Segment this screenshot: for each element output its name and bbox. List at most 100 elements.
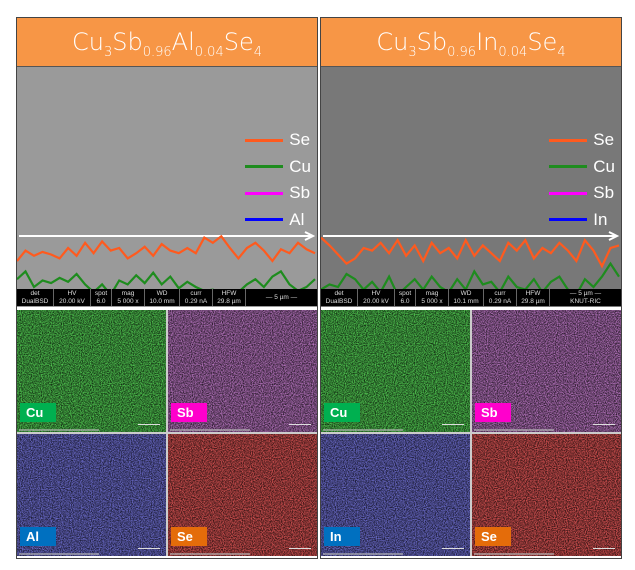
scan-line-arrow	[323, 231, 620, 241]
info-value: 10.1 mm	[453, 297, 479, 305]
map-info-text	[19, 553, 99, 555]
sem-image: Se Cu Sb In	[320, 67, 621, 351]
element-label: Se	[171, 527, 207, 546]
legend: Se Cu Sb Al	[245, 127, 311, 233]
legend-label: Cu	[289, 156, 311, 176]
info-value: 20.00 kV	[363, 297, 389, 305]
eds-map-se: Se	[472, 434, 621, 556]
info-value: 20.00 kV	[59, 297, 85, 305]
eds-map-sb: Sb	[472, 310, 621, 432]
info-header: WD	[460, 289, 472, 297]
info-header: HFW	[221, 289, 237, 297]
legend: Se Cu Sb In	[549, 127, 615, 233]
info-cell: spot 6.0	[91, 289, 112, 306]
element-label: Cu	[20, 403, 56, 422]
eds-maps: Cu Sb In Se	[321, 310, 621, 556]
scan-line-arrow	[19, 231, 316, 241]
info-cell: HFW 29.8 µm	[213, 289, 246, 306]
title-element: Se	[223, 28, 254, 56]
eds-map-texture	[321, 310, 470, 432]
title-subscript: 3	[408, 45, 417, 60]
scale-bar-label: — 5 µm —	[265, 293, 298, 301]
map-info-text	[19, 429, 99, 431]
info-header: WD	[156, 289, 168, 297]
title-subscript: 0.04	[194, 45, 224, 60]
eds-map-sb: Sb	[168, 310, 317, 432]
element-label: Cu	[324, 403, 360, 422]
title-element: Cu	[376, 28, 409, 56]
sem-info-bar: det DualBSD HV 20.00 kV spot 6.0 mag 5 000 x WD 1…	[17, 289, 317, 306]
legend-swatch	[549, 218, 588, 222]
legend-label: Se	[289, 130, 311, 150]
info-cell: HFW 29.8 µm	[517, 289, 550, 306]
legend-label: Se	[593, 130, 615, 150]
eds-map-cu: Cu	[321, 310, 470, 432]
element-label: In	[324, 527, 360, 546]
legend-label: In	[593, 209, 608, 229]
legend-entry: Se	[245, 127, 311, 154]
legend-label: Sb	[289, 183, 311, 203]
info-value: 5 000 x	[117, 297, 139, 305]
element-label: Al	[20, 527, 56, 546]
info-header: HV	[67, 289, 77, 297]
map-info-text	[170, 553, 250, 555]
info-cell: HV 20.00 kV	[358, 289, 395, 306]
title-subscript: 3	[103, 45, 113, 60]
legend-entry: Sb	[245, 180, 311, 207]
title-subscript: 0.96	[142, 45, 172, 60]
scale-cell: — 5 µm —	[246, 289, 317, 306]
sample-panel-0: Cu3Sb0.96Al0.04Se4 Se Cu Sb Al det DualBSD HV 20…	[16, 17, 318, 559]
sem-info-bar: det DualBSD HV 20.00 kV spot 6.0 mag 5 000 x WD 1…	[321, 289, 621, 306]
info-cell: curr 0.29 nA	[484, 289, 517, 306]
legend-entry: Cu	[245, 154, 311, 181]
info-header: mag	[121, 289, 135, 297]
info-header: mag	[425, 289, 439, 297]
eds-map-al: Al	[17, 434, 166, 556]
map-info-text	[474, 429, 554, 431]
legend-swatch	[245, 165, 284, 169]
info-cell: HV 20.00 kV	[54, 289, 91, 306]
scale-bar	[593, 424, 615, 425]
legend-swatch	[245, 138, 284, 142]
sample-panel-1: Cu3Sb0.96In0.04Se4 Se Cu Sb In det DualBSD HV 20…	[320, 17, 622, 559]
info-value: 0.29 nA	[184, 297, 208, 305]
eds-map-texture	[472, 434, 621, 556]
info-cell: det DualBSD	[17, 289, 54, 306]
title-subscript: 4	[557, 45, 566, 60]
info-value: 10.0 mm	[149, 297, 175, 305]
legend-entry: Sb	[549, 180, 615, 207]
legend-entry: In	[549, 207, 615, 234]
title-subscript: 4	[253, 45, 262, 60]
scale-bar	[442, 548, 464, 549]
eds-map-in: In	[321, 434, 470, 556]
info-cell: mag 5 000 x	[112, 289, 145, 306]
scale-bar	[289, 424, 311, 425]
info-header: HV	[371, 289, 381, 297]
legend-label: Al	[289, 209, 305, 229]
sample-title: Cu3Sb0.96Al0.04Se4	[17, 18, 317, 67]
element-label: Sb	[171, 403, 207, 422]
map-info-text	[323, 553, 403, 555]
scale-bar	[442, 424, 464, 425]
scale-bar	[593, 548, 615, 549]
info-footer: KNUT-RIC	[570, 297, 601, 305]
legend-label: Sb	[593, 183, 615, 203]
profile-se	[16, 234, 316, 263]
scale-bar-label: — 5 µm —	[569, 289, 602, 297]
sample-title: Cu3Sb0.96In0.04Se4	[321, 18, 621, 67]
legend-label: Cu	[593, 156, 615, 176]
map-info-text	[170, 429, 250, 431]
map-info-text	[474, 553, 554, 555]
title-element: Sb	[112, 28, 143, 56]
info-header: det	[30, 289, 40, 297]
legend-swatch	[549, 138, 588, 142]
info-value: 29.8 µm	[521, 297, 545, 305]
info-cell: WD 10.1 mm	[449, 289, 484, 306]
info-value: 6.0	[400, 297, 410, 305]
title-element: Al	[171, 28, 195, 56]
info-cell: spot 6.0	[395, 289, 416, 306]
info-header: det	[334, 289, 344, 297]
title-subscript: 0.04	[498, 45, 528, 60]
title-element: Sb	[416, 28, 448, 56]
scale-cell: — 5 µm — KNUT-RIC	[550, 289, 621, 306]
